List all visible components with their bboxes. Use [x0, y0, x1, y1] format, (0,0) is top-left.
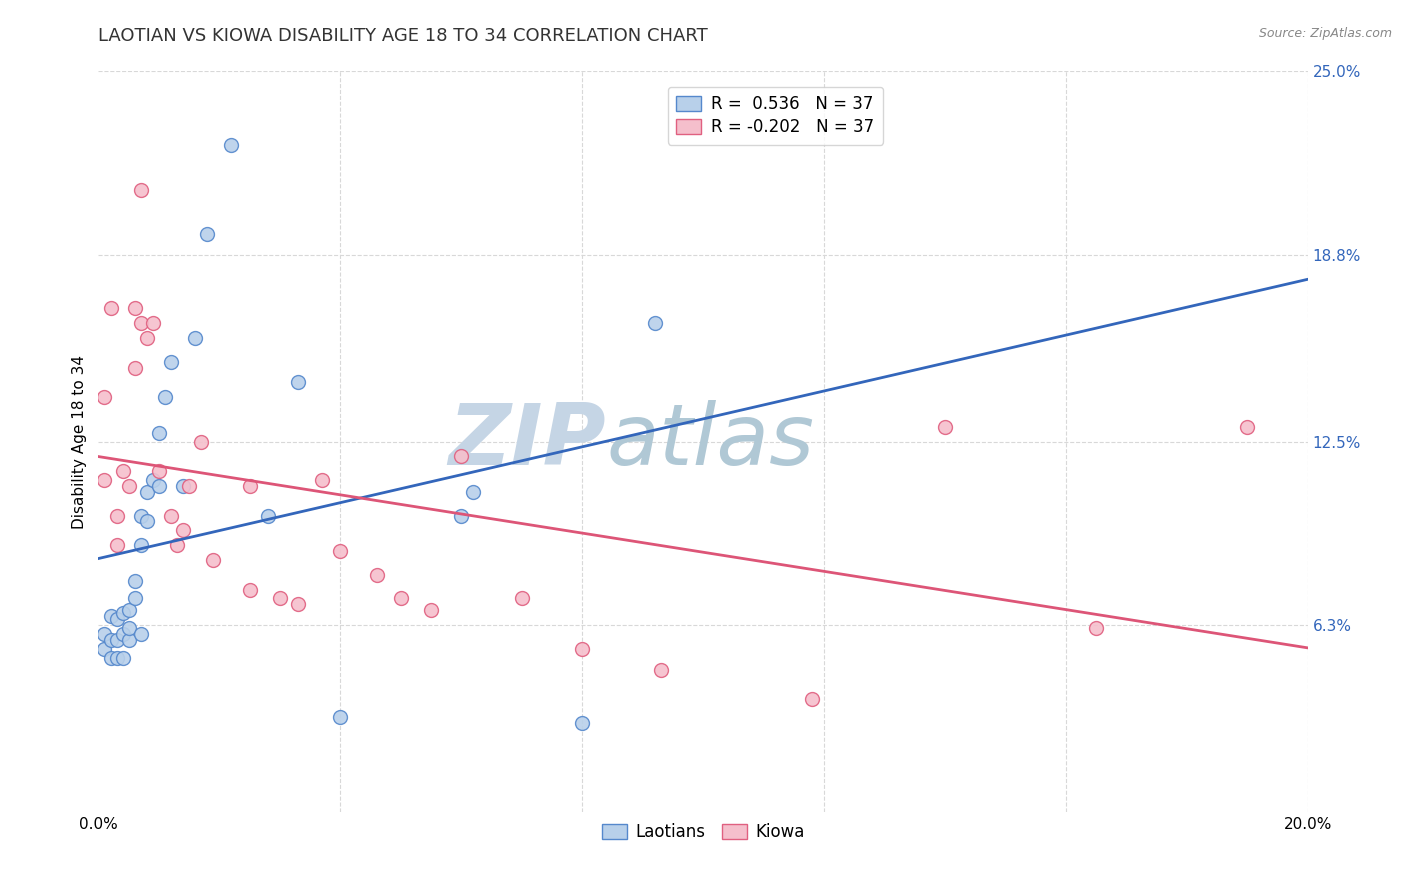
Point: [644, 316, 666, 330]
Point: [148, 425, 170, 440]
Point: [179, 479, 201, 493]
Point: [800, 692, 823, 706]
Point: [287, 376, 309, 390]
Point: [1085, 621, 1108, 635]
Point: [650, 663, 672, 677]
Point: [129, 538, 152, 552]
Point: [93, 473, 115, 487]
Point: [160, 508, 183, 523]
Point: [329, 710, 352, 724]
Point: [389, 591, 412, 606]
Point: [166, 538, 188, 552]
Text: atlas: atlas: [606, 400, 814, 483]
Point: [184, 331, 207, 345]
Point: [934, 419, 956, 434]
Point: [105, 508, 128, 523]
Point: [129, 316, 152, 330]
Point: [118, 603, 141, 617]
Y-axis label: Disability Age 18 to 34: Disability Age 18 to 34: [72, 354, 87, 529]
Point: [135, 515, 157, 529]
Point: [105, 650, 128, 665]
Point: [142, 473, 165, 487]
Point: [190, 434, 212, 449]
Point: [510, 591, 533, 606]
Point: [148, 479, 170, 493]
Point: [450, 508, 472, 523]
Point: [100, 632, 122, 647]
Point: [105, 538, 128, 552]
Point: [160, 354, 183, 368]
Point: [153, 390, 176, 404]
Point: [366, 567, 388, 582]
Point: [239, 479, 262, 493]
Point: [172, 479, 194, 493]
Point: [111, 607, 134, 621]
Point: [135, 484, 157, 499]
Point: [135, 331, 157, 345]
Point: [329, 544, 352, 558]
Point: [124, 574, 146, 588]
Legend: Laotians, Kiowa: Laotians, Kiowa: [595, 816, 811, 847]
Point: [93, 390, 115, 404]
Point: [256, 508, 278, 523]
Point: [239, 582, 262, 597]
Point: [129, 508, 152, 523]
Point: [463, 484, 485, 499]
Point: [420, 603, 443, 617]
Point: [142, 316, 165, 330]
Point: [221, 138, 243, 153]
Text: Source: ZipAtlas.com: Source: ZipAtlas.com: [1258, 27, 1392, 40]
Point: [105, 632, 128, 647]
Point: [124, 301, 146, 316]
Point: [202, 553, 225, 567]
Point: [148, 464, 170, 478]
Text: ZIP: ZIP: [449, 400, 606, 483]
Point: [111, 650, 134, 665]
Point: [571, 715, 593, 730]
Point: [93, 627, 115, 641]
Point: [571, 641, 593, 656]
Point: [118, 621, 141, 635]
Text: LAOTIAN VS KIOWA DISABILITY AGE 18 TO 34 CORRELATION CHART: LAOTIAN VS KIOWA DISABILITY AGE 18 TO 34…: [98, 27, 709, 45]
Point: [118, 632, 141, 647]
Point: [105, 612, 128, 626]
Point: [124, 360, 146, 375]
Point: [129, 183, 152, 197]
Point: [100, 609, 122, 624]
Point: [287, 598, 309, 612]
Point: [311, 473, 333, 487]
Point: [129, 627, 152, 641]
Point: [100, 301, 122, 316]
Point: [93, 641, 115, 656]
Point: [111, 627, 134, 641]
Point: [195, 227, 218, 242]
Point: [1236, 419, 1258, 434]
Point: [172, 524, 194, 538]
Point: [124, 591, 146, 606]
Point: [118, 479, 141, 493]
Point: [450, 450, 472, 464]
Point: [269, 591, 291, 606]
Point: [100, 650, 122, 665]
Point: [111, 464, 134, 478]
